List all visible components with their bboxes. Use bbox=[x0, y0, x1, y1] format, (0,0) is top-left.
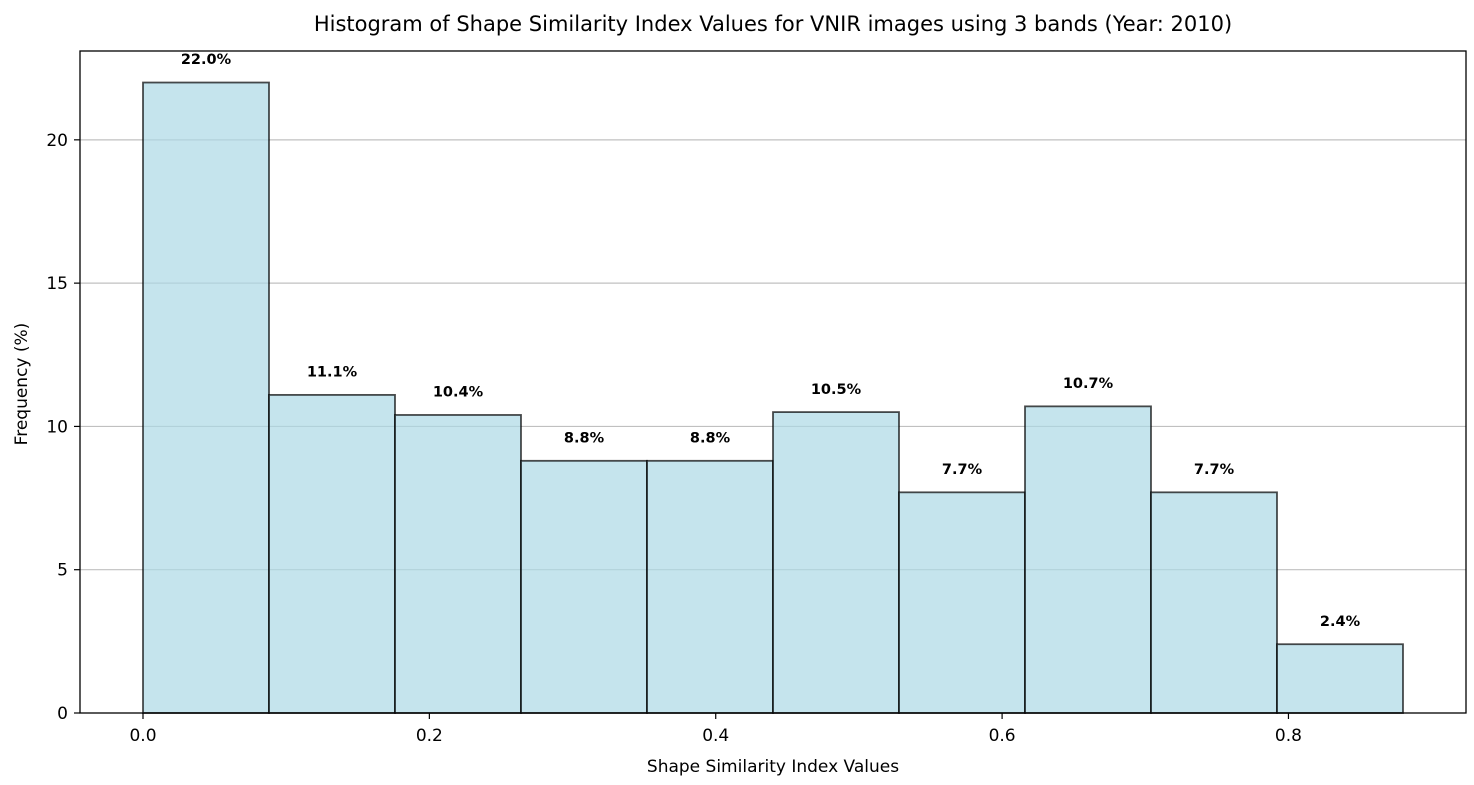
bar-value-label: 8.8% bbox=[690, 430, 731, 446]
bar-value-label: 8.8% bbox=[564, 430, 605, 446]
y-tick-label: 5 bbox=[57, 561, 68, 581]
histogram-bar bbox=[898, 491, 1026, 714]
bar-value-label: 10.4% bbox=[433, 385, 484, 401]
histogram-bar bbox=[394, 414, 522, 714]
histogram-bar bbox=[268, 393, 396, 714]
x-tick-label: 0.2 bbox=[416, 726, 443, 746]
histogram-bar bbox=[1276, 643, 1404, 714]
x-tick-label: 0.0 bbox=[129, 726, 156, 746]
y-tick-label: 10 bbox=[46, 417, 68, 437]
x-tick-label: 0.6 bbox=[989, 726, 1016, 746]
chart-title: Histogram of Shape Similarity Index Valu… bbox=[314, 12, 1232, 36]
y-tick-label: 20 bbox=[46, 131, 68, 151]
bar-value-labels: 22.0% 11.1% 10.4% 8.8% 8.8% 10.5% 7.7% 10.7% 7.7… bbox=[181, 52, 1361, 630]
bar-value-label: 7.7% bbox=[1194, 462, 1235, 478]
histogram-bar bbox=[520, 459, 648, 714]
y-tick-label: 0 bbox=[57, 704, 68, 724]
x-axis-ticks: 0.0 0.2 0.4 0.6 0.8 bbox=[129, 713, 1302, 746]
y-axis-ticks: 0 5 10 15 20 bbox=[46, 131, 80, 724]
y-tick-label: 15 bbox=[46, 274, 68, 294]
histogram-bar bbox=[1150, 491, 1278, 714]
histogram-bar bbox=[142, 81, 270, 714]
bar-value-label: 22.0% bbox=[181, 52, 232, 68]
bar-value-label: 2.4% bbox=[1320, 614, 1361, 630]
plot-frame bbox=[79, 50, 1467, 714]
bar-value-label: 11.1% bbox=[307, 365, 358, 381]
bars bbox=[142, 81, 1404, 714]
y-axis-label: Frequency (%) bbox=[12, 323, 32, 446]
histogram-bar bbox=[646, 459, 774, 714]
histogram-bar bbox=[1024, 405, 1152, 714]
bar-value-label: 10.7% bbox=[1063, 376, 1114, 392]
x-tick-label: 0.8 bbox=[1275, 726, 1302, 746]
bar-value-label: 10.5% bbox=[811, 382, 862, 398]
x-tick-label: 0.4 bbox=[702, 726, 729, 746]
histogram-bar bbox=[772, 411, 900, 714]
x-axis-label: Shape Similarity Index Values bbox=[647, 757, 899, 777]
bar-value-label: 7.7% bbox=[942, 462, 983, 478]
